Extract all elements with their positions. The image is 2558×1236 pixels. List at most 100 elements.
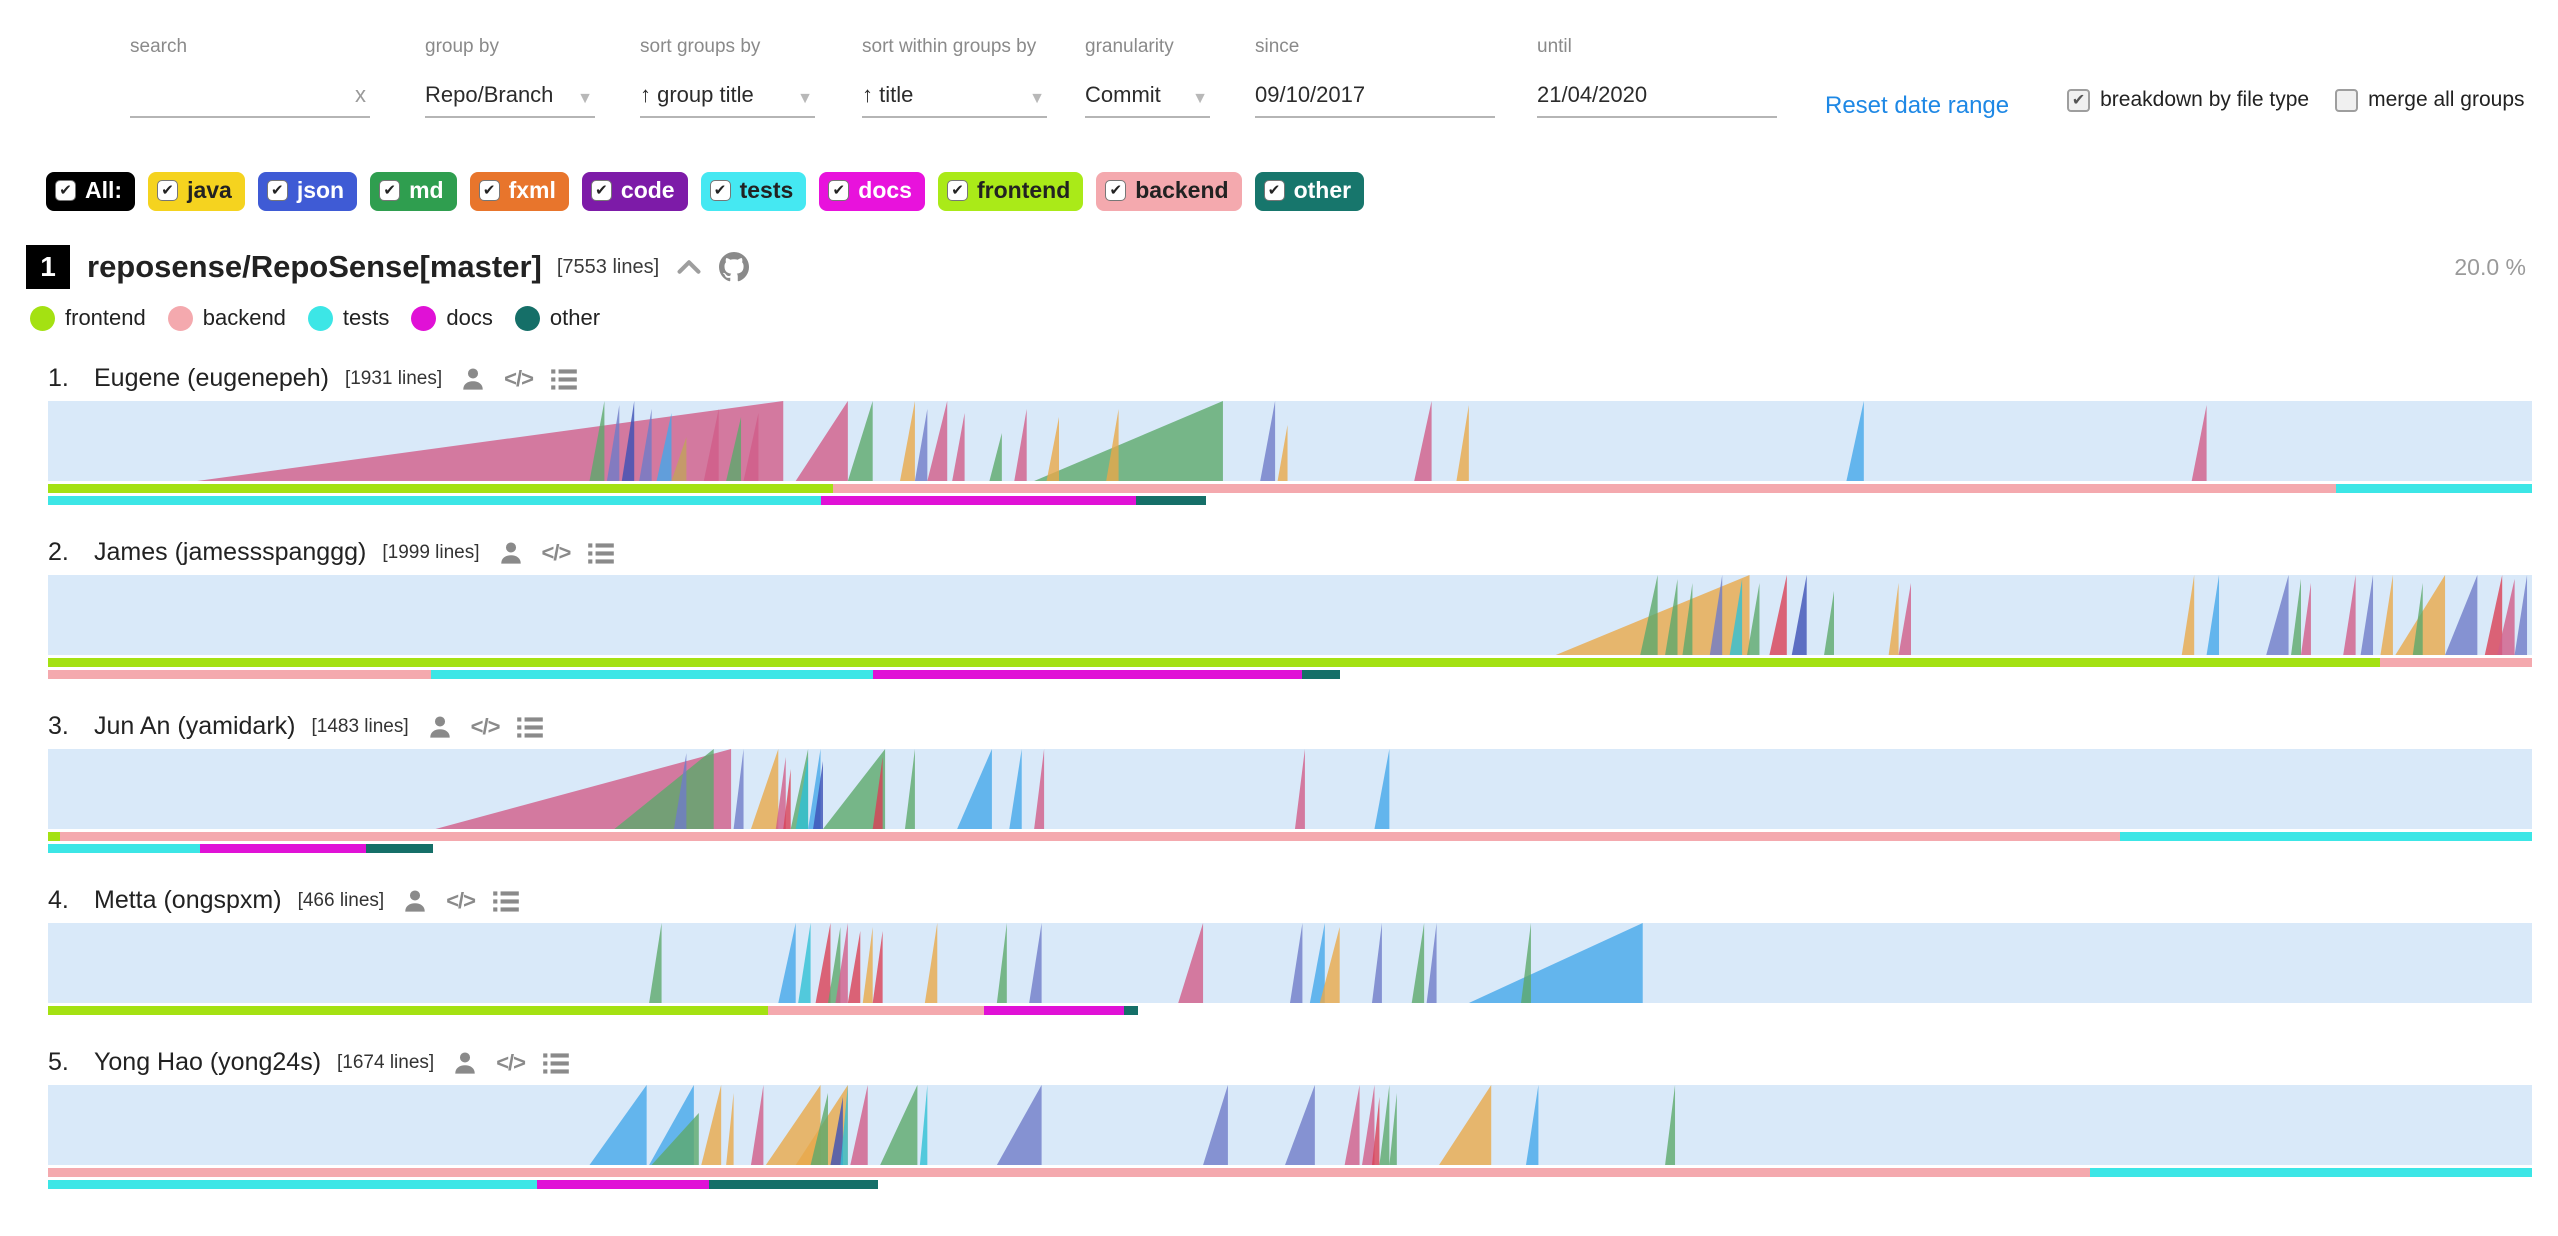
bar-segment-backend[interactable] <box>48 670 431 679</box>
ramp-slice[interactable] <box>1260 401 1276 481</box>
sort-within-groups-select[interactable]: ↑ title ▼ <box>862 70 1047 118</box>
ramp-slice[interactable] <box>778 923 796 1003</box>
ramp-slice[interactable] <box>847 401 873 481</box>
bar-segment-other[interactable] <box>708 1180 878 1189</box>
ramp-slice[interactable] <box>621 401 635 481</box>
ramp-slice[interactable] <box>589 401 605 481</box>
bar-segment-other[interactable] <box>1135 496 1206 505</box>
ramp-slice[interactable] <box>840 1085 848 1165</box>
ramp-slice[interactable] <box>2266 575 2289 655</box>
contribution-ramp-chart[interactable] <box>48 749 2532 829</box>
ramp-slice[interactable] <box>703 409 719 481</box>
ramp-slice[interactable] <box>701 1085 722 1165</box>
ramp-slice[interactable] <box>1290 923 1303 1003</box>
ramp-slice[interactable] <box>952 413 965 481</box>
ramp-slice[interactable] <box>733 749 744 829</box>
bar-segment-other[interactable] <box>1123 1006 1139 1015</box>
ramp-slice[interactable] <box>1203 1085 1228 1165</box>
ramp-slice[interactable] <box>1277 425 1288 481</box>
sort-groups-select[interactable]: ↑ group title ▼ <box>640 70 815 118</box>
ramp-slice[interactable] <box>2181 575 2195 655</box>
author-profile-icon[interactable] <box>402 888 428 914</box>
ramp-slice[interactable] <box>750 1085 764 1165</box>
ramp-slice[interactable] <box>1846 401 1864 481</box>
file-type-chip-All[interactable]: ✔ All: <box>46 172 136 211</box>
ramp-slice[interactable] <box>1178 923 1204 1003</box>
ramp-slice[interactable] <box>1034 749 1045 829</box>
bar-segment-frontend[interactable] <box>48 484 833 493</box>
file-type-chip-other[interactable]: ✔ other <box>1254 172 1365 211</box>
ramp-slice[interactable] <box>815 923 831 1003</box>
ramp-slice[interactable] <box>880 1085 918 1165</box>
author-commits-list-icon[interactable] <box>588 541 615 565</box>
file-type-chip-fxml[interactable]: ✔ fxml <box>469 172 569 211</box>
ramp-slice[interactable] <box>850 1085 868 1165</box>
ramp-slice[interactable] <box>649 923 662 1003</box>
contribution-ramp-chart[interactable] <box>48 1085 2532 1165</box>
ramp-slice[interactable] <box>810 1093 828 1165</box>
ramp-slice[interactable] <box>924 923 938 1003</box>
search-input[interactable] <box>130 80 330 108</box>
ramp-slice[interactable] <box>900 401 915 481</box>
ramp-slice[interactable] <box>847 931 861 1003</box>
chip-checkbox[interactable]: ✔ <box>379 180 401 201</box>
file-type-chip-backend[interactable]: ✔ backend <box>1096 172 1242 211</box>
bar-segment-other[interactable] <box>365 844 433 853</box>
ramp-slice[interactable] <box>798 923 811 1003</box>
file-type-chip-docs[interactable]: ✔ docs <box>819 172 925 211</box>
ramp-slice[interactable] <box>1682 583 1693 655</box>
breakdown-checkbox[interactable]: ✔ <box>2067 88 2091 112</box>
ramp-slice[interactable] <box>671 437 687 481</box>
ramp-slice[interactable] <box>919 1085 928 1165</box>
ramp-slice[interactable] <box>1468 923 1643 1003</box>
merge-checkbox[interactable] <box>2335 88 2359 112</box>
ramp-slice[interactable] <box>1898 583 1911 655</box>
ramp-slice[interactable] <box>1665 1085 1676 1165</box>
github-icon[interactable] <box>719 252 750 282</box>
bar-segment-backend[interactable] <box>60 832 2120 841</box>
bar-segment-backend[interactable] <box>768 1006 985 1015</box>
ramp-slice[interactable] <box>750 749 779 829</box>
ramp-slice[interactable] <box>2360 575 2374 655</box>
ramp-slice[interactable] <box>1791 575 1807 655</box>
bar-segment-docs[interactable] <box>872 670 1303 679</box>
ramp-slice[interactable] <box>795 757 809 829</box>
bar-segment-tests[interactable] <box>2119 832 2532 841</box>
bar-segment-docs[interactable] <box>537 1180 709 1189</box>
author-profile-icon[interactable] <box>452 1050 478 1076</box>
author-commits-list-icon[interactable] <box>493 889 519 913</box>
ramp-slice[interactable] <box>1411 923 1425 1003</box>
author-commits-list-icon[interactable] <box>517 715 544 739</box>
ramp-slice[interactable] <box>726 1093 734 1165</box>
chip-checkbox[interactable]: ✔ <box>709 180 731 201</box>
ramp-slice[interactable] <box>1344 1085 1360 1165</box>
ramp-slice[interactable] <box>2497 579 2515 655</box>
ramp-slice[interactable] <box>1374 749 1390 829</box>
ramp-slice[interactable] <box>1888 583 1899 655</box>
clear-search-icon[interactable]: x <box>355 82 366 107</box>
granularity-select[interactable]: Commit ▼ <box>1085 70 1210 118</box>
ramp-slice[interactable] <box>1309 923 1325 1003</box>
chip-checkbox[interactable]: ✔ <box>55 180 76 201</box>
file-type-chip-code[interactable]: ✔ code <box>581 172 688 211</box>
ramp-slice[interactable] <box>2343 575 2356 655</box>
ramp-slice[interactable] <box>743 413 759 481</box>
ramp-slice[interactable] <box>872 931 883 1003</box>
chip-checkbox[interactable]: ✔ <box>266 180 288 201</box>
bar-segment-docs[interactable] <box>820 496 1136 505</box>
ramp-slice[interactable] <box>996 1085 1042 1165</box>
ramp-slice[interactable] <box>1362 1085 1375 1165</box>
contribution-ramp-chart[interactable] <box>48 575 2532 655</box>
bar-segment-frontend[interactable] <box>48 832 61 841</box>
breakdown-checkbox-group[interactable]: ✔ breakdown by file type <box>2067 36 2309 112</box>
chip-checkbox[interactable]: ✔ <box>590 180 612 201</box>
ramp-slice[interactable] <box>1029 923 1042 1003</box>
ramp-slice[interactable] <box>904 749 915 829</box>
bar-segment-docs[interactable] <box>199 844 366 853</box>
reset-date-range-link[interactable]: Reset date range <box>1825 92 2010 119</box>
ramp-slice[interactable] <box>1371 923 1382 1003</box>
bar-segment-docs[interactable] <box>984 1006 1124 1015</box>
collapse-chevron-up-icon[interactable] <box>675 256 703 278</box>
bar-segment-backend[interactable] <box>48 1168 2090 1177</box>
ramp-slice[interactable] <box>827 927 841 1003</box>
